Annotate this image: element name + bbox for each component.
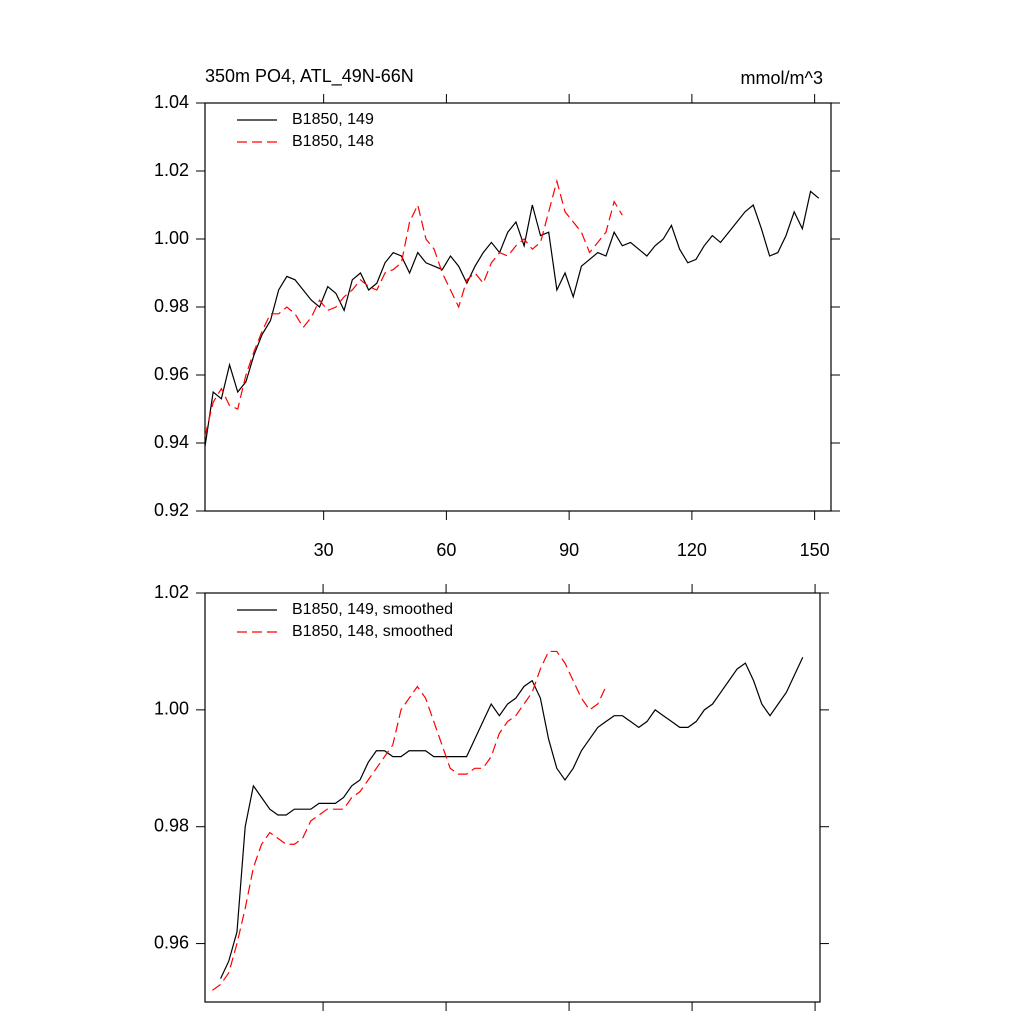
plot-frame (204, 592, 821, 1003)
y-tick-label: 0.98 (154, 296, 189, 316)
y-tick-label: 0.98 (154, 815, 189, 835)
y-tick-label: 1.02 (154, 582, 189, 602)
y-tick-label: 1.02 (154, 160, 189, 180)
legend-label: B1850, 149, smoothed (292, 601, 453, 618)
y-tick-label: 1.00 (154, 699, 189, 719)
plot-frame (204, 102, 832, 512)
x-tick-label: 120 (677, 540, 707, 560)
units-label: mmol/m^3 (741, 68, 823, 88)
y-tick-label: 0.94 (154, 432, 189, 452)
y-tick-label: 0.96 (154, 932, 189, 952)
data-line (204, 178, 623, 437)
x-tick-label: 150 (800, 540, 830, 560)
x-tick-label: 30 (314, 540, 334, 560)
data-line (212, 650, 607, 991)
legend-label: B1850, 148 (292, 133, 374, 150)
data-line (220, 657, 804, 979)
x-tick-label: 60 (436, 540, 456, 560)
chart-title: 350m PO4, ATL_49N-66N (205, 66, 414, 87)
y-tick-label: 1.00 (154, 228, 189, 248)
legend-label: B1850, 148, smoothed (292, 623, 453, 640)
data-line (204, 190, 820, 447)
y-tick-label: 0.96 (154, 364, 189, 384)
legend-label: B1850, 149 (292, 111, 374, 128)
y-tick-label: 1.04 (154, 92, 189, 112)
x-tick-label: 90 (559, 540, 579, 560)
y-tick-label: 0.92 (154, 500, 189, 520)
